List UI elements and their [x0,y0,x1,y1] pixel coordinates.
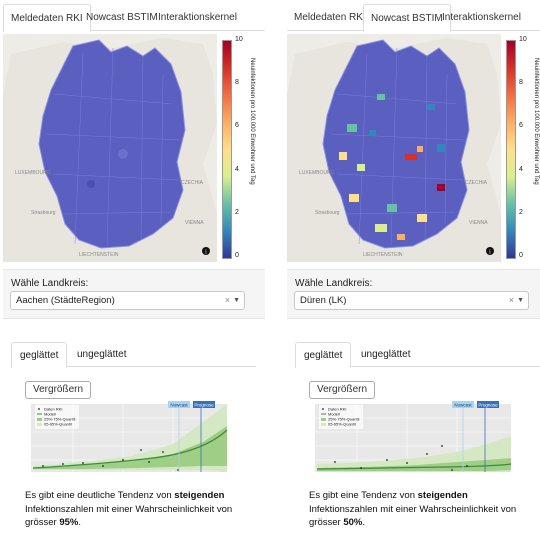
svg-text:Daten RKI: Daten RKI [328,407,346,412]
colorbar-tick: 0 [235,252,239,259]
svg-text:Nowcast: Nowcast [454,402,472,407]
colorbar-tick: 8 [519,79,523,86]
tab-geglaettet[interactable]: geglättet [11,342,68,368]
svg-text:Nowcast: Nowcast [170,402,188,407]
top-tabs: Meldedaten RKI Nowcast BSTIM Interaktion… [287,4,540,32]
colorbar-tick: 10 [519,36,527,43]
choropleth-map[interactable]: LUXEMBOURG CZECHIA Strasbourg VIENNA LIE… [287,34,501,262]
nowcast-tag [452,401,474,408]
germany-map[interactable]: LUXEMBOURG CZECHIA Strasbourg VIENNA LIE… [287,34,501,262]
chart-legend [319,405,363,429]
svg-text:Prognose: Prognose [478,402,498,407]
map-label-czechia: CZECHIA [181,180,204,186]
germany-map[interactable]: LUXEMBOURG CZECHIA Strasbourg VIENNA LIE… [3,34,217,262]
svg-text:05-95%-Quantil: 05-95%-Quantil [328,422,356,427]
map-label-luxembourg: LUXEMBOURG [299,170,335,176]
svg-text:Daten RKI: Daten RKI [44,407,62,412]
map-label-strasbourg: Strasbourg [31,210,56,216]
probability-value: 50% [343,517,363,528]
tab-interaktionskernel[interactable]: Interaktionskernel [158,12,237,23]
colorbar-tick: 2 [235,209,239,216]
top-tabs: Meldedaten RKI Nowcast BSTIM Interaktion… [3,4,265,32]
svg-text:Modell: Modell [328,412,340,417]
map-label-liechtenstein: LIECHTENSTEIN [363,252,403,258]
info-icon[interactable] [202,247,210,255]
tab-ungeglaettet[interactable]: ungeglättet [77,349,127,360]
trend-word: steigenden [174,490,225,501]
enlarge-button[interactable]: Vergrößern [25,381,92,399]
choropleth-map[interactable]: LUXEMBOURG CZECHIA Strasbourg VIENNA LIE… [3,34,217,262]
tab-meldedaten-rki[interactable]: Meldedaten RKI [3,4,91,32]
landkreis-label: Wähle Landkreis: [295,278,373,289]
svg-text:25%-75%-Quantil: 25%-75%-Quantil [328,417,359,422]
colorbar-label: Neuinfektionen pro 100.000 Einwohner und… [533,58,539,185]
tab-interaktionskernel[interactable]: Interaktionskernel [442,12,521,23]
enlarge-button[interactable]: Vergrößern [309,381,376,399]
landkreis-value: Düren (LK) [300,295,347,306]
map-label-vienna: VIENNA [185,220,204,226]
trend-description: Es gibt eine deutliche Tendenz von steig… [25,490,233,528]
probability-value: 95% [59,517,79,528]
landkreis-value: Aachen (StädteRegion) [16,295,115,306]
forecast-chart: Nowcast Prognose Daten RKI Modell 25%-75… [23,400,241,484]
tab-nowcast-bstim[interactable]: Nowcast BSTIM [86,12,158,23]
prognose-tag [193,401,215,408]
map-label-vienna: VIENNA [469,220,488,226]
colorbar-tick: 6 [235,122,239,129]
info-icon[interactable] [486,247,494,255]
tab-nowcast-bstim[interactable]: Nowcast BSTIM [363,4,451,32]
forecast-chart: Nowcast Prognose Daten RKI Modell 25%-75… [307,400,525,484]
colorbar-tick: 4 [235,166,239,173]
svg-text:05-95%-Quantil: 05-95%-Quantil [44,422,72,427]
clear-icon[interactable]: × [224,295,230,305]
colorbar [506,40,516,259]
trend-description: Es gibt eine Tendenz von steigenden Infe… [309,490,517,528]
prognose-tag [477,401,499,408]
landkreis-label: Wähle Landkreis: [11,278,89,289]
tab-ungeglaettet[interactable]: ungeglättet [361,349,411,360]
colorbar-tick: 2 [519,209,523,216]
tab-geglaettet[interactable]: geglättet [295,342,352,368]
svg-text:25%-75%-Quantil: 25%-75%-Quantil [44,417,75,422]
tab-meldedaten-rki[interactable]: Meldedaten RKI [294,12,366,23]
chart-legend [35,405,79,429]
smoothing-tabs: geglättet ungeglättet [295,342,540,368]
colorbar-tick: 6 [519,122,523,129]
landkreis-select[interactable]: Aachen (StädteRegion) × ▼ [10,291,245,310]
chevron-down-icon[interactable]: ▼ [233,297,240,304]
colorbar-tick: 8 [235,79,239,86]
smoothing-tabs: geglättet ungeglättet [11,342,256,368]
colorbar-tick: 0 [519,252,523,259]
chevron-down-icon[interactable]: ▼ [517,297,524,304]
colorbar-tick: 10 [235,36,243,43]
map-label-liechtenstein: LIECHTENSTEIN [79,252,119,258]
svg-text:Prognose: Prognose [194,402,214,407]
colorbar-label: Neuinfektionen pro 100.000 Einwohner und… [249,58,255,185]
svg-text:i: i [205,250,207,256]
svg-text:i: i [489,250,491,256]
map-label-strasbourg: Strasbourg [315,210,340,216]
landkreis-select[interactable]: Düren (LK) × ▼ [294,291,529,310]
map-label-czechia: CZECHIA [465,180,488,186]
right-panel: Meldedaten RKI Nowcast BSTIM Interaktion… [287,0,540,541]
colorbar-tick: 4 [519,166,523,173]
clear-icon[interactable]: × [508,295,514,305]
map-label-luxembourg: LUXEMBOURG [15,170,51,176]
nowcast-tag [168,401,190,408]
left-panel: Meldedaten RKI Nowcast BSTIM Interaktion… [3,0,265,541]
trend-word: steigenden [417,490,468,501]
colorbar [222,40,232,259]
svg-text:Modell: Modell [44,412,56,417]
